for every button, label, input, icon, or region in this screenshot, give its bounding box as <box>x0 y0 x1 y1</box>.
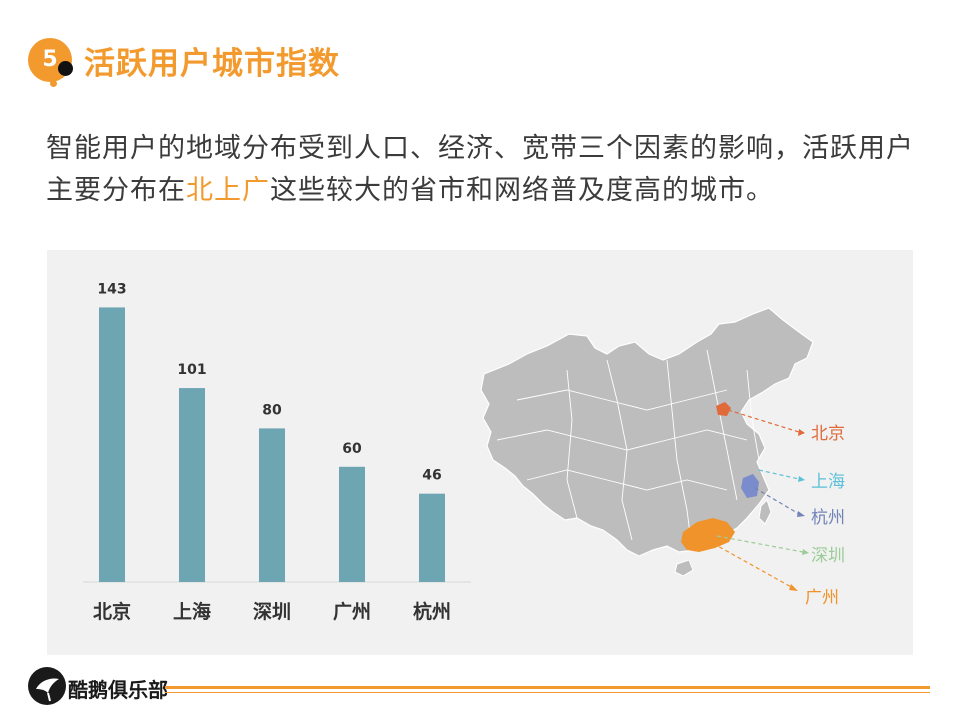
bar-value-label: 143 <box>97 281 126 297</box>
guangzhou-arrow <box>789 584 798 591</box>
chart-panel: 143 北京 101 上海 80 深圳 60 广州 46 杭州 <box>47 250 913 655</box>
page-title: 活跃用户城市指数 <box>84 46 340 82</box>
footer-divider-thin <box>165 692 930 693</box>
province-borders <box>496 349 760 551</box>
bar-value-label: 101 <box>177 362 206 378</box>
category-label: 广州 <box>333 600 371 623</box>
chart-svg: 143 北京 101 上海 80 深圳 60 广州 46 杭州 <box>83 281 845 623</box>
bar-value-label: 80 <box>262 402 282 418</box>
bar-value-label: 60 <box>342 441 362 457</box>
shanghai-arrow <box>798 476 805 482</box>
intro-highlight: 北上广 <box>186 175 270 206</box>
guangzhou-leader <box>706 539 794 589</box>
bar-4 <box>339 466 365 582</box>
beijing-arrow <box>798 429 805 436</box>
bar-5 <box>419 493 445 582</box>
map-label-beijing: 北京 <box>811 424 845 444</box>
intro-text-start: 智能用户的地域分布受到人口、经济、宽带三个因素的影响，活跃用户主要分布在 <box>46 133 914 206</box>
shanghai-leader <box>758 469 800 480</box>
china-map: 北京 上海 杭州 深圳 广州 <box>480 307 845 608</box>
bar-2 <box>179 388 205 582</box>
section-number: 5 <box>42 47 58 72</box>
bar-value-label: 46 <box>422 468 441 484</box>
club-brand-name: 酷鹅俱乐部 <box>68 678 168 702</box>
intro-paragraph: 智能用户的地域分布受到人口、经济、宽带三个因素的影响，活跃用户主要分布在北上广这… <box>46 128 926 212</box>
taiwan-island <box>758 499 772 525</box>
category-label: 深圳 <box>253 600 291 623</box>
intro-text-end: 这些较大的省市和网络普及度高的城市。 <box>270 175 774 206</box>
penguin-bird-icon <box>36 678 59 702</box>
badge-dot-decoration <box>58 61 73 76</box>
beijing-region <box>716 402 731 416</box>
bar-chart: 143 北京 101 上海 80 深圳 60 广州 46 杭州 <box>83 281 471 623</box>
map-label-shanghai: 上海 <box>811 472 845 492</box>
bar-3 <box>259 428 285 582</box>
map-label-hangzhou: 杭州 <box>811 508 845 528</box>
club-logo <box>28 667 66 705</box>
badge-small-dot-decoration <box>50 80 57 87</box>
category-label: 上海 <box>173 600 211 623</box>
shenzhen-leader <box>716 535 804 553</box>
hangzhou-region <box>741 474 759 498</box>
footer-divider-thick <box>165 686 930 689</box>
map-label-shenzhen: 深圳 <box>811 546 845 566</box>
beijing-leader <box>727 409 800 433</box>
category-label: 北京 <box>93 600 131 623</box>
section-number-badge: 5 <box>28 38 72 82</box>
hainan-island <box>674 559 694 577</box>
bar-1 <box>99 307 125 582</box>
map-label-guangzhou: 广州 <box>805 588 839 608</box>
guangdong-region <box>681 518 735 552</box>
china-map-outline <box>480 307 814 557</box>
hangzhou-leader <box>754 487 800 515</box>
hangzhou-arrow <box>797 511 805 517</box>
shenzhen-arrow <box>802 549 809 555</box>
category-label: 杭州 <box>413 600 451 623</box>
